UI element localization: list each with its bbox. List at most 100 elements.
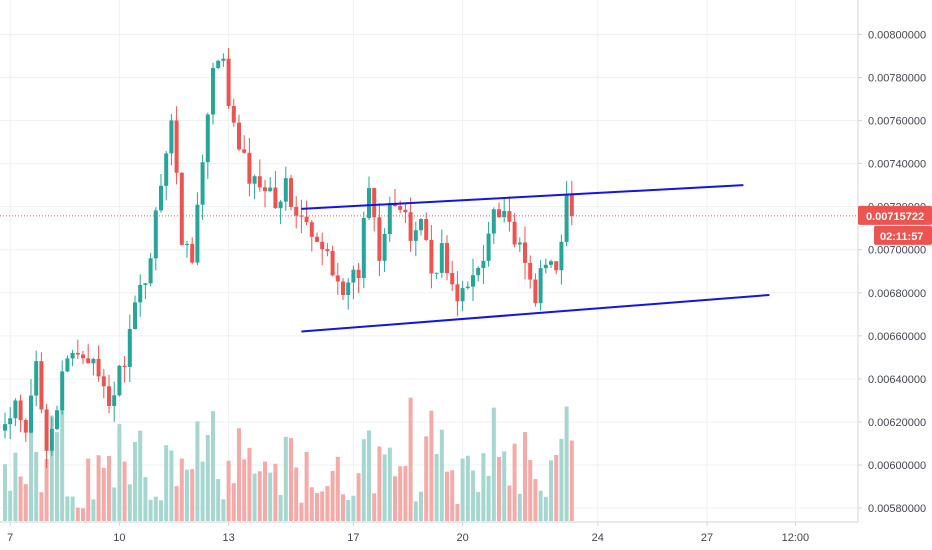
- volume-bar: [44, 459, 49, 521]
- candle-body: [320, 241, 325, 250]
- volume-bar: [315, 492, 319, 521]
- volume-bar: [216, 479, 221, 521]
- price-tick-label: 0.00640000: [868, 374, 926, 386]
- candle-body: [528, 262, 533, 280]
- candle-body: [252, 176, 257, 184]
- volume-bar: [34, 451, 39, 521]
- candle-body: [294, 206, 299, 216]
- candle-body: [538, 268, 543, 304]
- volume-bar: [174, 486, 179, 521]
- time-tick-label: 10: [113, 532, 125, 544]
- volume-bar: [75, 507, 80, 521]
- volume-bar: [195, 421, 200, 521]
- candle-body: [387, 202, 392, 234]
- volume-bar: [424, 436, 429, 521]
- volume-bar: [153, 496, 158, 521]
- candle-body: [372, 188, 377, 218]
- candle-body: [23, 420, 28, 433]
- volume-bar: [393, 476, 397, 521]
- candle-body: [309, 222, 314, 237]
- volume-bar: [341, 494, 345, 521]
- candle-body: [564, 193, 569, 242]
- volume-bar: [185, 469, 189, 521]
- candle-body: [237, 122, 241, 150]
- candle-body: [127, 328, 132, 367]
- volume-bar: [101, 467, 106, 521]
- volume-bar: [148, 499, 153, 521]
- volume-bar: [18, 476, 23, 521]
- volume-bar: [450, 470, 455, 521]
- candle-body: [55, 410, 59, 430]
- time-tick-label: 20: [456, 532, 468, 544]
- volume-bar: [96, 455, 101, 521]
- volume-bar: [91, 499, 96, 521]
- candle-body: [112, 395, 117, 407]
- volume-bar: [429, 410, 434, 521]
- candle-body: [231, 106, 236, 123]
- candle-body: [159, 185, 163, 211]
- candle-body: [335, 275, 340, 282]
- candle-body: [205, 114, 210, 163]
- price-tick-label: 0.00580000: [868, 503, 926, 515]
- candle-body: [200, 162, 205, 205]
- candle-body: [299, 215, 304, 217]
- volume-bar: [55, 432, 59, 521]
- candle-body: [221, 58, 226, 61]
- time-axis[interactable]: 7 10 13 17 20 24 27 12:00: [7, 522, 809, 544]
- candle-body: [361, 217, 366, 279]
- volume-bar: [200, 461, 205, 521]
- price-tick-label: 0.00780000: [868, 73, 926, 85]
- volume-bar: [3, 464, 7, 521]
- volume-bar: [471, 470, 475, 521]
- candle-body: [257, 176, 262, 188]
- candle-body: [242, 149, 247, 153]
- price-tick-label: 0.00740000: [868, 159, 926, 171]
- candle-body: [471, 275, 475, 287]
- time-tick-label: 13: [222, 532, 234, 544]
- volume-bar: [159, 500, 163, 521]
- candle-body: [507, 211, 512, 222]
- candle-body: [304, 216, 309, 223]
- price-tick-label: 0.00680000: [868, 288, 926, 300]
- candle-body: [278, 201, 283, 209]
- candle-body: [465, 286, 470, 289]
- candle-body: [195, 204, 200, 263]
- candle-body: [169, 120, 174, 154]
- volume-bar: [237, 428, 241, 521]
- grid: [0, 0, 857, 521]
- candle-body: [569, 193, 574, 216]
- candle-body: [289, 178, 293, 207]
- volume-bar: [465, 455, 470, 521]
- volume-bar: [413, 501, 418, 521]
- time-tick-label: 7: [7, 532, 13, 544]
- candle-body: [34, 361, 39, 396]
- candle-body: [512, 221, 517, 245]
- volume-bar: [112, 487, 117, 521]
- candle-body: [367, 188, 371, 218]
- candle-body: [382, 233, 387, 261]
- volume-bar: [569, 440, 574, 521]
- candle-body: [148, 258, 153, 284]
- volume-bar: [398, 466, 403, 521]
- candle-body: [44, 409, 49, 451]
- candle-body: [445, 243, 449, 274]
- volume-bar: [268, 472, 273, 521]
- candle-body: [502, 211, 507, 218]
- candle-body: [419, 219, 423, 231]
- candle-body: [75, 352, 80, 355]
- volume-bar: [29, 397, 33, 521]
- candle-body: [81, 354, 85, 359]
- price-axis[interactable]: 0.00580000 0.00600000 0.00620000 0.00640000…: [858, 29, 926, 515]
- volume-bar: [486, 475, 491, 521]
- volume-bar: [252, 473, 257, 521]
- volume-bar: [549, 460, 553, 521]
- candle-body: [434, 272, 439, 274]
- candle-body: [86, 358, 91, 364]
- time-tick-label: 12:00: [782, 532, 810, 544]
- volume-bar: [211, 411, 215, 521]
- volume-bar: [533, 479, 538, 521]
- volume-bar: [294, 467, 299, 521]
- volume-bar: [346, 499, 351, 521]
- volume-bar: [164, 445, 169, 521]
- volume-bar: [351, 495, 356, 521]
